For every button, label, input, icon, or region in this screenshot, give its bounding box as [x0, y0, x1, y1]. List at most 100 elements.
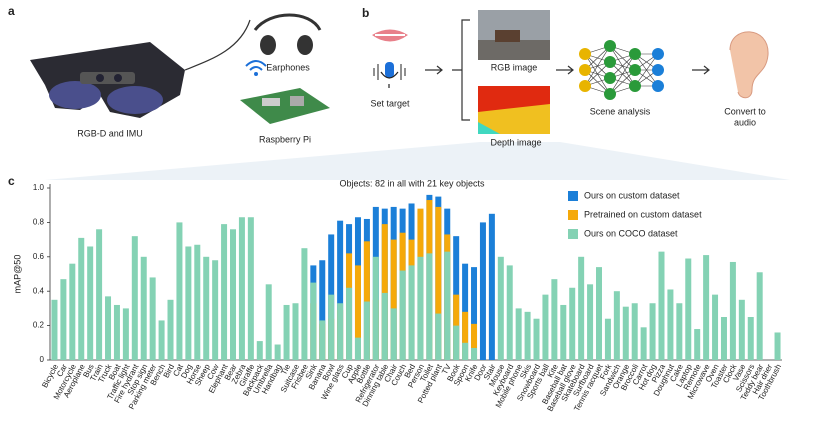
bar: [462, 342, 469, 360]
bar: [185, 246, 192, 360]
bar: [640, 327, 647, 360]
bar: [381, 292, 388, 360]
bar: [381, 224, 388, 360]
neural-network-icon: [579, 40, 664, 100]
chart-title: Objects: 82 in all with 21 key objects: [339, 178, 485, 188]
ear-icon: [729, 31, 769, 99]
chart: 00.20.40.60.81.0BicycleCarMotorcycleAero…: [33, 183, 783, 413]
bar: [301, 248, 308, 360]
bar: [631, 303, 638, 360]
bar: [604, 318, 611, 360]
bar: [712, 294, 719, 360]
bar: [105, 296, 112, 360]
bar: [747, 317, 754, 360]
bar: [515, 308, 522, 360]
bar: [221, 224, 228, 360]
bar: [78, 237, 85, 360]
bar: [372, 256, 379, 360]
panel-letter: a: [8, 4, 15, 18]
nn-node: [629, 64, 641, 76]
bar: [462, 311, 469, 360]
bar: [667, 289, 674, 360]
bar: [694, 329, 701, 360]
legend-label: Ours on custom dataset: [584, 190, 680, 200]
bar: [435, 206, 442, 360]
bar: [551, 279, 558, 360]
y-tick-label: 0.2: [33, 321, 45, 330]
nn-node: [604, 56, 616, 68]
bar: [274, 344, 281, 360]
bar: [212, 260, 219, 360]
bar: [613, 291, 620, 360]
audio-label: Convert to: [724, 106, 766, 116]
bar: [354, 265, 361, 360]
bar: [337, 220, 344, 360]
bar: [444, 251, 451, 360]
bar: [238, 217, 245, 360]
bar: [354, 337, 361, 360]
audio-label: audio: [734, 117, 756, 127]
bar: [542, 294, 549, 360]
nn-node: [604, 72, 616, 84]
bar: [435, 313, 442, 360]
bar: [158, 320, 165, 360]
y-tick-label: 0.4: [33, 286, 45, 295]
bar: [453, 325, 460, 360]
bar: [488, 213, 495, 360]
panel-letter: b: [362, 6, 369, 20]
bar: [390, 239, 397, 360]
bar: [194, 244, 201, 360]
nn-node: [629, 80, 641, 92]
bar: [363, 301, 370, 360]
y-tick-label: 1.0: [33, 183, 45, 192]
target-label: Set target: [370, 98, 410, 108]
bar: [51, 299, 58, 360]
bar: [560, 304, 567, 360]
pi-label: Raspberry Pi: [259, 134, 311, 144]
nn-node: [604, 88, 616, 100]
bar: [96, 229, 103, 360]
bar: [292, 303, 299, 360]
nn-node: [652, 48, 664, 60]
legend-swatch: [568, 229, 578, 239]
bar: [596, 267, 602, 360]
earphones-illustration: [245, 13, 322, 76]
bar: [479, 222, 486, 360]
bar: [524, 311, 531, 360]
bar: [390, 308, 397, 360]
arrow: [556, 65, 574, 75]
bar: [230, 229, 236, 360]
y-tick-label: 0: [40, 355, 45, 364]
panel-letter: c: [8, 174, 15, 188]
y-axis-label: mAP@50: [12, 255, 22, 294]
nn-node: [629, 48, 641, 60]
nn-edge: [584, 45, 611, 87]
nn-edge: [609, 53, 636, 95]
bar: [328, 294, 335, 360]
bar: [140, 256, 147, 360]
bar: [319, 320, 326, 360]
bar: [265, 284, 272, 360]
rgb-label: RGB image: [491, 62, 538, 72]
bar: [310, 282, 317, 360]
bar: [658, 251, 665, 360]
nn-node: [579, 64, 591, 76]
bar: [319, 260, 326, 360]
nn-node: [604, 40, 616, 52]
raspberry-pi-illustration: [240, 88, 330, 124]
bar: [426, 253, 433, 360]
bar: [256, 341, 263, 360]
bar: [569, 287, 576, 360]
bar: [113, 304, 120, 360]
bar: [533, 318, 540, 360]
nn-node: [652, 80, 664, 92]
legend-swatch: [568, 191, 578, 201]
bar: [346, 287, 353, 360]
arrow: [425, 65, 443, 75]
y-tick-label: 0.8: [33, 218, 45, 227]
bar: [417, 256, 424, 360]
bar: [649, 303, 656, 360]
bar: [578, 256, 585, 360]
depth-label: Depth image: [490, 137, 541, 147]
nn-node: [652, 64, 664, 76]
